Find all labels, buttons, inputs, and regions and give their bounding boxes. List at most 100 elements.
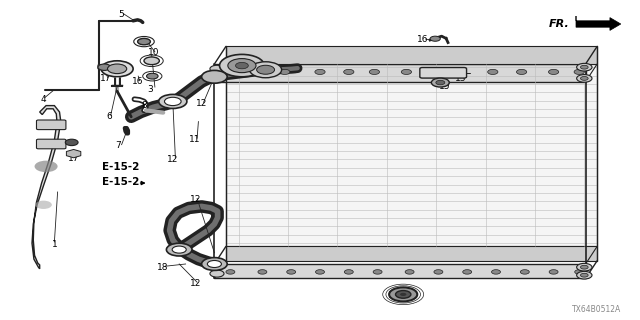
Circle shape	[98, 64, 111, 70]
Text: 16: 16	[132, 77, 143, 86]
Circle shape	[488, 69, 498, 75]
Circle shape	[456, 69, 466, 75]
Circle shape	[35, 201, 52, 209]
Text: 18: 18	[157, 263, 169, 272]
Circle shape	[147, 73, 158, 79]
Text: E-15-2: E-15-2	[102, 177, 139, 187]
Circle shape	[430, 36, 440, 41]
Circle shape	[315, 69, 325, 75]
Circle shape	[436, 80, 445, 85]
Text: TX64B0512A: TX64B0512A	[572, 305, 621, 314]
Circle shape	[344, 270, 353, 274]
Circle shape	[210, 65, 224, 72]
Text: 5: 5	[119, 10, 124, 19]
Text: 9: 9	[58, 141, 63, 150]
Circle shape	[580, 76, 588, 80]
Circle shape	[431, 78, 449, 87]
Circle shape	[220, 54, 264, 77]
Circle shape	[202, 258, 227, 270]
Circle shape	[492, 270, 500, 274]
Circle shape	[520, 270, 529, 274]
Circle shape	[225, 69, 236, 75]
Circle shape	[401, 69, 412, 75]
FancyBboxPatch shape	[98, 65, 111, 69]
Text: 12: 12	[189, 196, 201, 204]
Circle shape	[434, 270, 443, 274]
Circle shape	[344, 69, 354, 75]
Circle shape	[580, 265, 588, 269]
FancyBboxPatch shape	[420, 68, 467, 78]
Circle shape	[226, 270, 235, 274]
Circle shape	[389, 287, 417, 301]
Circle shape	[138, 38, 150, 45]
Text: 12: 12	[167, 156, 179, 164]
Polygon shape	[67, 149, 81, 158]
Text: 6: 6	[106, 112, 111, 121]
Circle shape	[424, 69, 434, 75]
Circle shape	[108, 64, 127, 74]
Polygon shape	[226, 64, 597, 246]
Text: 16: 16	[417, 36, 428, 44]
Circle shape	[373, 270, 382, 274]
Polygon shape	[214, 64, 586, 82]
Circle shape	[236, 62, 248, 69]
Circle shape	[577, 63, 592, 71]
Circle shape	[400, 293, 406, 296]
Polygon shape	[214, 264, 586, 278]
FancyBboxPatch shape	[36, 120, 66, 130]
Circle shape	[577, 75, 592, 82]
Circle shape	[228, 59, 256, 73]
Circle shape	[68, 151, 79, 156]
Circle shape	[463, 270, 472, 274]
Circle shape	[101, 61, 133, 77]
Circle shape	[548, 69, 559, 75]
Circle shape	[580, 65, 588, 69]
Circle shape	[577, 271, 592, 279]
Text: 2: 2	[109, 61, 115, 70]
Text: 12: 12	[196, 100, 207, 108]
Text: 14: 14	[388, 292, 399, 300]
Circle shape	[575, 270, 584, 274]
Circle shape	[172, 246, 186, 253]
Circle shape	[257, 65, 275, 74]
Text: 4: 4	[40, 95, 45, 104]
Circle shape	[396, 291, 411, 298]
Circle shape	[251, 69, 261, 75]
Text: 17: 17	[68, 154, 79, 163]
Text: 13: 13	[455, 74, 467, 83]
Text: 15: 15	[439, 82, 451, 91]
Circle shape	[405, 270, 414, 274]
Circle shape	[574, 69, 584, 75]
Polygon shape	[32, 106, 61, 269]
Text: 1: 1	[52, 240, 57, 249]
Circle shape	[287, 270, 296, 274]
Circle shape	[580, 273, 588, 277]
Circle shape	[202, 70, 227, 83]
Circle shape	[164, 97, 181, 106]
Circle shape	[549, 270, 558, 274]
Circle shape	[207, 260, 221, 268]
FancyBboxPatch shape	[36, 139, 66, 149]
Circle shape	[166, 243, 192, 256]
Polygon shape	[226, 246, 597, 261]
Circle shape	[144, 57, 159, 65]
Text: 7: 7	[116, 141, 121, 150]
Circle shape	[65, 139, 78, 146]
Circle shape	[159, 94, 187, 108]
Text: 11: 11	[189, 135, 201, 144]
Circle shape	[516, 69, 527, 75]
Polygon shape	[576, 16, 621, 30]
Polygon shape	[226, 46, 597, 64]
Text: 10: 10	[148, 48, 159, 57]
Circle shape	[250, 62, 282, 78]
Text: 3: 3	[148, 85, 153, 94]
Circle shape	[258, 270, 267, 274]
Text: 12: 12	[189, 279, 201, 288]
Circle shape	[210, 270, 224, 277]
Text: 8: 8	[141, 101, 147, 110]
Circle shape	[577, 263, 592, 271]
Text: E-15-2: E-15-2	[102, 162, 139, 172]
Text: FR.: FR.	[549, 19, 570, 29]
Circle shape	[369, 69, 380, 75]
Circle shape	[280, 69, 290, 75]
